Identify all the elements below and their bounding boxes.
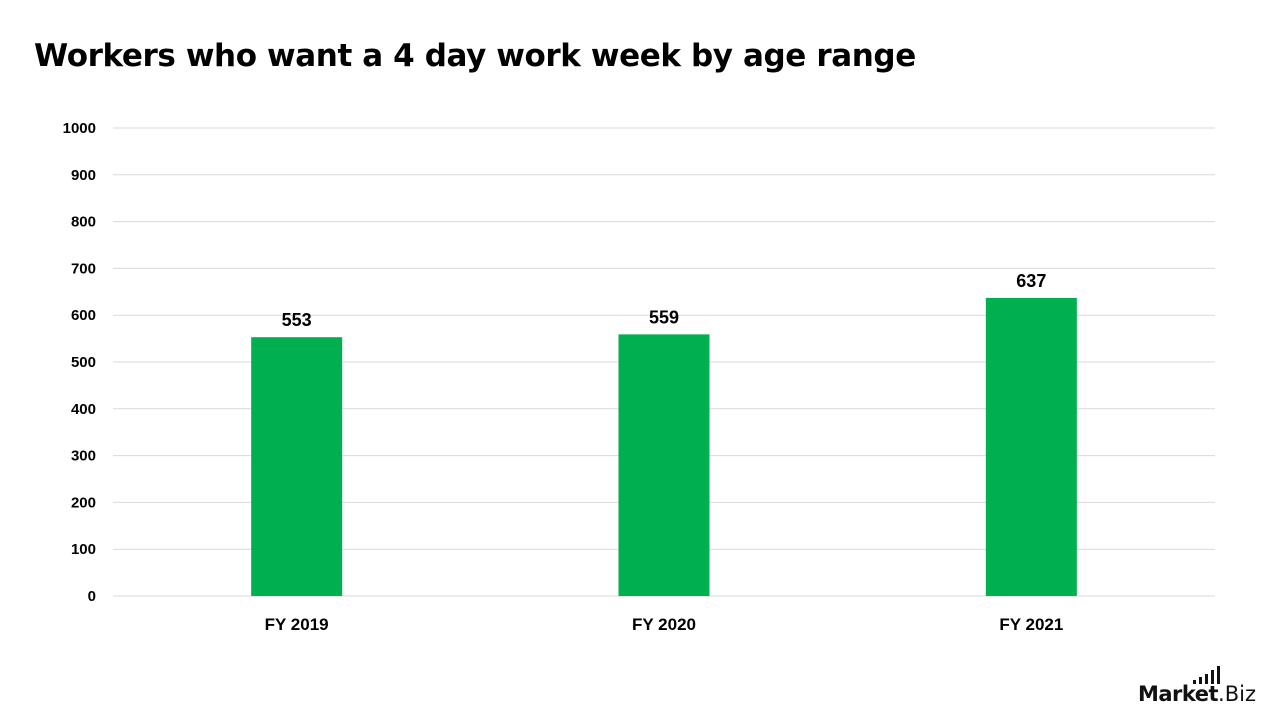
- chart-title: Workers who want a 4 day work week by ag…: [34, 38, 916, 74]
- data-label: 637: [1016, 271, 1046, 291]
- y-tick-label: 1000: [63, 120, 96, 137]
- x-axis-labels: FY 2019 FY 2020 FY 2021: [265, 615, 1064, 634]
- x-tick-label: FY 2021: [999, 615, 1063, 634]
- x-tick-label: FY 2020: [632, 615, 696, 634]
- y-tick-label: 400: [71, 401, 96, 418]
- y-tick-label: 200: [71, 494, 96, 511]
- signal-bars-icon: [1192, 666, 1220, 684]
- bars: [251, 297, 1077, 596]
- marketbiz-logo: Market .Biz: [1138, 666, 1256, 706]
- bar: [618, 334, 710, 596]
- y-tick-label: 600: [71, 307, 96, 324]
- y-tick-label: 900: [71, 167, 96, 184]
- data-label: 553: [282, 310, 312, 330]
- x-tick-label: FY 2019: [265, 615, 329, 634]
- bar: [251, 337, 343, 596]
- logo-text-biz: .Biz: [1218, 682, 1256, 706]
- y-tick-label: 800: [71, 214, 96, 231]
- y-tick-label: 0: [88, 588, 96, 605]
- data-label: 559: [649, 307, 679, 327]
- y-tick-label: 300: [71, 448, 96, 465]
- bar: [985, 297, 1077, 596]
- y-tick-label: 700: [71, 260, 96, 277]
- y-tick-label: 100: [71, 541, 96, 558]
- y-axis-ticks: 0 100 200 300 400 500 600 700 800 900 1000: [63, 120, 96, 605]
- data-labels: 553 559 637: [282, 271, 1047, 330]
- y-tick-label: 500: [71, 354, 96, 371]
- logo-text-market: Market: [1137, 682, 1219, 706]
